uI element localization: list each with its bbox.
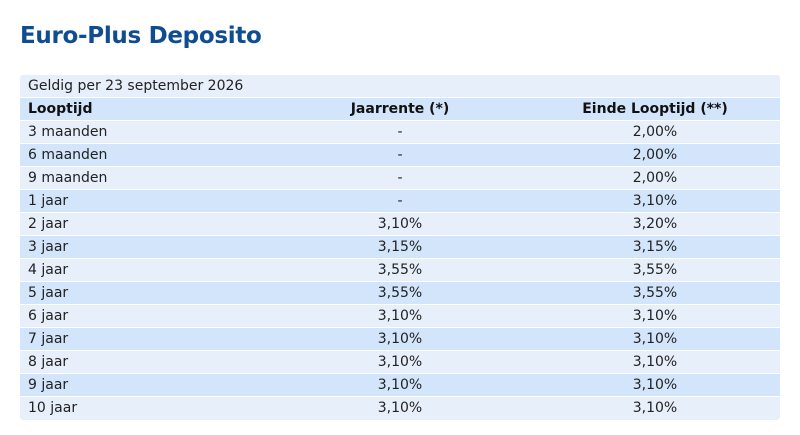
header-term: Looptijd xyxy=(20,98,270,121)
rates-table-container: Geldig per 23 september 2026 Looptijd Ja… xyxy=(20,75,780,420)
cell-end-of-term: 3,55% xyxy=(530,259,780,282)
cell-term: 1 jaar xyxy=(20,190,270,213)
table-row: 5 jaar 3,55% 3,55% xyxy=(20,282,780,305)
cell-term: 6 maanden xyxy=(20,144,270,167)
cell-annual-rate: - xyxy=(270,190,530,213)
cell-term: 3 jaar xyxy=(20,236,270,259)
table-row: 4 jaar 3,55% 3,55% xyxy=(20,259,780,282)
table-row: 2 jaar 3,10% 3,20% xyxy=(20,213,780,236)
cell-end-of-term: 2,00% xyxy=(530,121,780,144)
cell-term: 10 jaar xyxy=(20,397,270,420)
header-annual-rate: Jaarrente (*) xyxy=(270,98,530,121)
cell-annual-rate: 3,55% xyxy=(270,259,530,282)
cell-annual-rate: 3,10% xyxy=(270,328,530,351)
cell-end-of-term: 2,00% xyxy=(530,144,780,167)
cell-annual-rate: - xyxy=(270,167,530,190)
cell-annual-rate: 3,10% xyxy=(270,305,530,328)
table-row: 6 maanden - 2,00% xyxy=(20,144,780,167)
cell-end-of-term: 3,10% xyxy=(530,190,780,213)
table-row: 3 jaar 3,15% 3,15% xyxy=(20,236,780,259)
cell-term: 8 jaar xyxy=(20,351,270,374)
table-row: 1 jaar - 3,10% xyxy=(20,190,780,213)
cell-term: 7 jaar xyxy=(20,328,270,351)
cell-annual-rate: 3,15% xyxy=(270,236,530,259)
cell-term: 3 maanden xyxy=(20,121,270,144)
cell-end-of-term: 3,15% xyxy=(530,236,780,259)
cell-annual-rate: 3,55% xyxy=(270,282,530,305)
cell-term: 9 jaar xyxy=(20,374,270,397)
table-row: 6 jaar 3,10% 3,10% xyxy=(20,305,780,328)
cell-end-of-term: 2,00% xyxy=(530,167,780,190)
rates-table: Geldig per 23 september 2026 Looptijd Ja… xyxy=(20,75,780,420)
cell-end-of-term: 3,55% xyxy=(530,282,780,305)
cell-term: 6 jaar xyxy=(20,305,270,328)
cell-end-of-term: 3,10% xyxy=(530,305,780,328)
cell-end-of-term: 3,10% xyxy=(530,397,780,420)
cell-term: 9 maanden xyxy=(20,167,270,190)
valid-from-row: Geldig per 23 september 2026 xyxy=(20,75,780,98)
cell-annual-rate: - xyxy=(270,121,530,144)
cell-end-of-term: 3,20% xyxy=(530,213,780,236)
table-row: 9 jaar 3,10% 3,10% xyxy=(20,374,780,397)
table-header-row: Looptijd Jaarrente (*) Einde Looptijd (*… xyxy=(20,98,780,121)
cell-end-of-term: 3,10% xyxy=(530,374,780,397)
table-row: 7 jaar 3,10% 3,10% xyxy=(20,328,780,351)
cell-annual-rate: - xyxy=(270,144,530,167)
cell-term: 5 jaar xyxy=(20,282,270,305)
cell-term: 2 jaar xyxy=(20,213,270,236)
cell-term: 4 jaar xyxy=(20,259,270,282)
header-end-of-term: Einde Looptijd (**) xyxy=(530,98,780,121)
page-title: Euro-Plus Deposito xyxy=(20,23,262,49)
table-row: 8 jaar 3,10% 3,10% xyxy=(20,351,780,374)
valid-from-text: Geldig per 23 september 2026 xyxy=(20,75,780,98)
table-row: 9 maanden - 2,00% xyxy=(20,167,780,190)
cell-end-of-term: 3,10% xyxy=(530,328,780,351)
cell-annual-rate: 3,10% xyxy=(270,351,530,374)
cell-annual-rate: 3,10% xyxy=(270,213,530,236)
cell-end-of-term: 3,10% xyxy=(530,351,780,374)
table-row: 3 maanden - 2,00% xyxy=(20,121,780,144)
cell-annual-rate: 3,10% xyxy=(270,374,530,397)
table-row: 10 jaar 3,10% 3,10% xyxy=(20,397,780,420)
cell-annual-rate: 3,10% xyxy=(270,397,530,420)
